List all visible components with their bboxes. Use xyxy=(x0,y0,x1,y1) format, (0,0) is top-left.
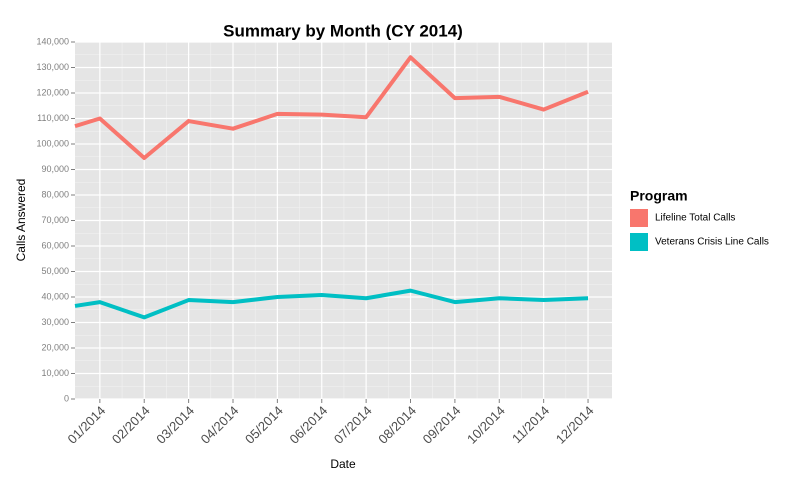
chart-title: Summary by Month (CY 2014) xyxy=(223,21,463,40)
y-tick-label: 50,000 xyxy=(41,266,69,276)
x-tick-label: 12/2014 xyxy=(553,403,597,447)
x-tick-label: 02/2014 xyxy=(109,403,153,447)
line xyxy=(74,55,589,161)
x-axis-title: Date xyxy=(330,457,356,471)
x-tick-label: 09/2014 xyxy=(420,403,464,447)
y-tick-label: 100,000 xyxy=(36,138,69,148)
x-tick-label: 06/2014 xyxy=(286,403,330,447)
x-tick-label: 08/2014 xyxy=(375,403,419,447)
legend-label: Veterans Crisis Line Calls xyxy=(655,237,769,248)
y-tick-label: 20,000 xyxy=(41,342,69,352)
y-tick-label: 140,000 xyxy=(36,36,69,46)
x-tick-label: 01/2014 xyxy=(65,403,109,447)
x-tick-label: 04/2014 xyxy=(198,403,242,447)
line xyxy=(74,288,589,320)
y-axis-title: Calls Answered xyxy=(14,179,28,262)
y-tick-label: 10,000 xyxy=(41,368,69,378)
y-tick-label: 110,000 xyxy=(37,113,69,123)
y-tick-label: 0 xyxy=(64,393,69,403)
legend-swatch xyxy=(630,209,648,227)
x-tick-label: 10/2014 xyxy=(464,403,508,447)
x-tick-label: 03/2014 xyxy=(153,403,197,447)
x-tick-label: 05/2014 xyxy=(242,403,286,447)
legend-title: Program xyxy=(630,188,688,204)
y-tick-label: 80,000 xyxy=(41,189,69,199)
y-tick-label: 120,000 xyxy=(36,87,69,97)
x-tick-label: 11/2014 xyxy=(509,403,552,446)
legend-swatch xyxy=(630,233,648,251)
y-tick-label: 60,000 xyxy=(41,240,69,250)
y-tick-label: 40,000 xyxy=(41,291,69,301)
y-tick-label: 30,000 xyxy=(41,317,69,327)
x-tick-label: 07/2014 xyxy=(331,403,375,447)
y-tick-label: 130,000 xyxy=(36,62,69,72)
y-tick-label: 90,000 xyxy=(41,164,69,174)
y-tick-label: 70,000 xyxy=(41,215,69,225)
legend-label: Lifeline Total Calls xyxy=(655,213,735,224)
